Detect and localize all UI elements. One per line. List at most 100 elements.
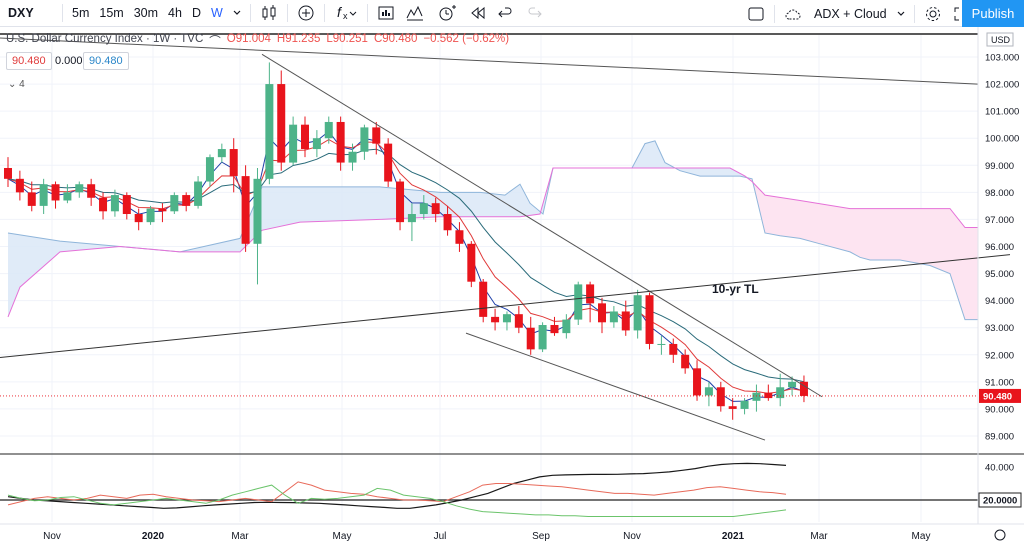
candle-body — [39, 184, 48, 206]
ema-line — [7, 148, 805, 383]
time-tick-label: 2021 — [722, 531, 745, 542]
trendline-label: 10-yr TL — [712, 282, 759, 296]
candle-body — [693, 368, 702, 396]
channel-lower-line — [465, 332, 766, 441]
moving-averages — [7, 130, 805, 402]
price-tick-label: 95.000 — [985, 269, 1014, 280]
interval-30m-button[interactable]: 30m — [133, 6, 159, 20]
time-tick-label: Nov — [43, 531, 61, 542]
candle-body — [431, 203, 440, 215]
toolbar-divider — [774, 4, 775, 23]
candle-body — [99, 197, 108, 212]
indicators-template-button[interactable]: ADX + Cloud — [814, 6, 887, 21]
toolbar-divider — [913, 4, 915, 23]
candle-body — [336, 121, 345, 163]
change-value: −0.562 (−0.62%) — [423, 33, 510, 45]
trendlines[interactable] — [0, 33, 1011, 441]
last-price-label: 90.480 — [983, 391, 1012, 402]
candle-body — [740, 400, 749, 409]
candle-body — [182, 195, 191, 206]
candlestick-series — [4, 62, 808, 420]
candle-body — [301, 124, 309, 150]
candle-body — [526, 327, 535, 350]
candle-body — [538, 325, 547, 350]
symbol-search-button[interactable]: DXY — [8, 6, 34, 20]
candle-body — [633, 295, 642, 331]
gear-icon[interactable] — [919, 0, 947, 27]
candle-body — [289, 124, 298, 163]
candle-body — [681, 354, 690, 369]
candle-body — [669, 343, 678, 355]
low-value: L90.251 — [326, 33, 368, 45]
financials-icon[interactable] — [372, 0, 400, 27]
price-tick-label: 97.000 — [985, 215, 1014, 226]
candle-body — [728, 406, 737, 409]
candle-body — [51, 184, 60, 201]
candle-style-icon[interactable] — [255, 0, 283, 27]
compare-add-icon[interactable] — [292, 0, 320, 27]
cloud-icon[interactable] — [779, 0, 809, 27]
adx-tick-label: 40.000 — [985, 463, 1014, 474]
candle-body — [764, 392, 773, 399]
chart-canvas[interactable]: 103.000 102.000 101.000 100.000 99.000 98.000… — [0, 27, 1024, 547]
candle-body — [75, 184, 84, 193]
time-tick-label: Mar — [231, 531, 249, 542]
indicator-count[interactable]: ⌄ 4 — [8, 79, 25, 90]
candle-body — [407, 214, 416, 223]
candle-body — [455, 230, 464, 244]
layout-square-icon[interactable] — [742, 0, 770, 27]
time-tick-label: May — [333, 531, 352, 542]
interval-15m-button[interactable]: 15m — [99, 6, 124, 20]
time-tick-label: Nov — [623, 531, 641, 542]
interval-dropdown-icon[interactable] — [228, 0, 246, 27]
span-b-line — [7, 167, 978, 318]
candle-body — [324, 121, 333, 139]
chevron-down-icon[interactable] — [892, 0, 910, 27]
candle-body — [657, 343, 666, 345]
candle-body — [586, 284, 595, 304]
candle-body — [645, 295, 654, 344]
candle-body — [110, 195, 119, 212]
axis-settings-gear-icon[interactable] — [994, 529, 1006, 541]
redo-icon[interactable] — [520, 0, 548, 27]
candle-body — [514, 314, 523, 328]
publish-button[interactable]: Publish — [962, 0, 1024, 27]
candle-body — [277, 84, 286, 163]
candle-body — [419, 203, 428, 215]
toolbar-divider — [249, 4, 251, 22]
interval-d-button[interactable]: D — [191, 6, 201, 20]
price-tick-label: 98.000 — [985, 188, 1014, 199]
di-minus-line — [7, 481, 787, 506]
time-tick-label: May — [912, 531, 931, 542]
templates-icon[interactable] — [400, 0, 432, 27]
downtrend-line — [261, 53, 823, 398]
alert-clock-icon[interactable] — [432, 0, 464, 27]
candle-body — [621, 311, 630, 331]
candle-body — [87, 184, 96, 198]
series-title[interactable]: U.S. Dollar Currency Index · 1W · TVC — [6, 33, 204, 45]
interval-5m-button[interactable]: 5m — [72, 6, 90, 20]
replay-icon[interactable] — [464, 0, 492, 27]
candle-body — [265, 84, 274, 179]
eye-icon[interactable]: ⌒ — [209, 36, 221, 48]
candle-body — [776, 387, 785, 399]
price-tick-label: 90.000 — [985, 404, 1014, 415]
interval-w-button[interactable]: W — [210, 6, 223, 20]
candle-body — [217, 149, 226, 158]
price-tick-label: 93.000 — [985, 323, 1014, 334]
candle-body — [609, 311, 618, 323]
grid-lines — [0, 35, 978, 522]
candle-body — [396, 181, 405, 223]
candle-body — [799, 381, 808, 396]
currency-label: USD — [991, 35, 1011, 45]
time-tick-label: Sep — [532, 531, 550, 542]
price-tick-label: 91.000 — [985, 377, 1014, 388]
candle-body — [443, 214, 452, 231]
interval-4h-button[interactable]: 4h — [168, 6, 182, 20]
candle-body — [146, 208, 155, 223]
candle-body — [312, 138, 321, 150]
toolbar-divider — [366, 4, 368, 22]
candle-body — [194, 181, 203, 206]
undo-icon[interactable] — [492, 0, 520, 27]
